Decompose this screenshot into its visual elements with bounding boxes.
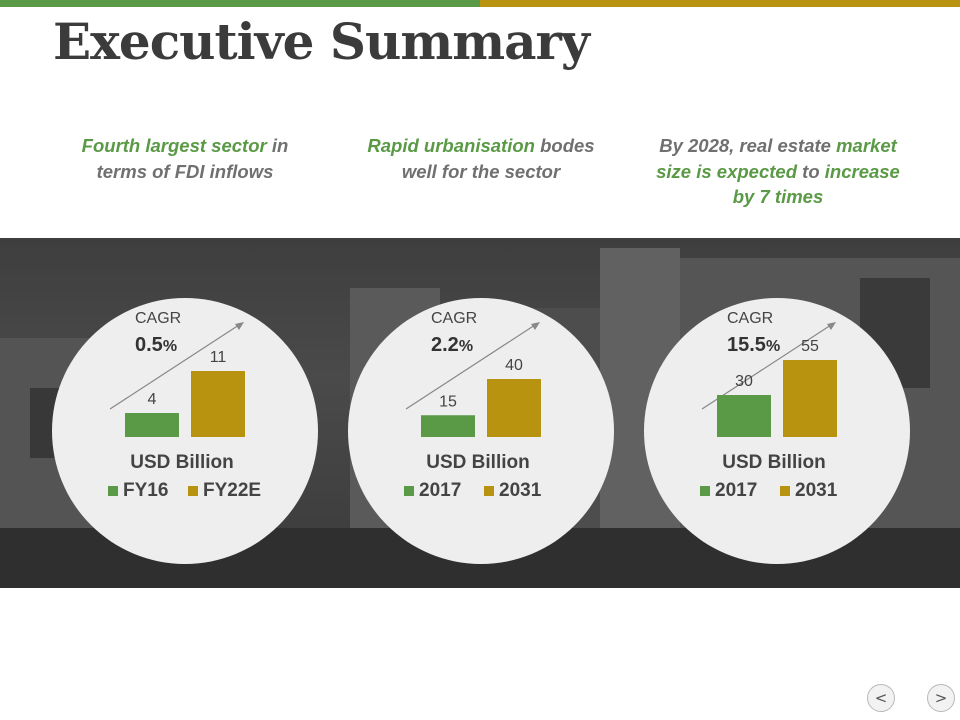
bar-value-label: 15 [439, 393, 457, 410]
heading-urbanisation: Rapid urbanisation bodes well for the se… [356, 133, 606, 184]
legend-swatch-0 [700, 486, 710, 496]
legend-label-1: 2031 [499, 480, 542, 501]
legend-swatch-1 [484, 486, 494, 496]
cagr-circle-market-size: CAGR 15.5% 30 55 USD Billion 2017 2031 [644, 298, 910, 564]
heading-segment: market size is expected [656, 135, 897, 182]
legend-label-1: FY22E [203, 480, 261, 501]
next-slide-button[interactable]: > [927, 684, 955, 712]
heading-segment: in terms of FDI inflows [96, 135, 289, 182]
cagr-number: 15.5 [727, 334, 766, 356]
bar-chart-urbanisation: CAGR 2.2% 15 40 USD Billion 2017 2031 [404, 310, 542, 501]
unit-label: USD Billion [130, 452, 233, 473]
cagr-value: 0.5% [135, 334, 177, 356]
growth-arrow-head [531, 322, 540, 330]
legend-swatch-1 [188, 486, 198, 496]
growth-arrow-line [405, 322, 539, 410]
heading-market-size: By 2028, real estate market size is expe… [653, 133, 903, 210]
cagr-percent-sign: % [459, 338, 473, 355]
bar-chart-fdi: CAGR 0.5% 4 11 USD Billion FY16 FY22E [108, 310, 261, 501]
cagr-label: CAGR [135, 310, 181, 327]
cagr-number: 0.5 [135, 334, 163, 356]
growth-arrow-line [701, 322, 835, 410]
cagr-percent-sign: % [163, 338, 177, 355]
bar-value-label: 11 [210, 349, 227, 366]
cagr-circle-urbanisation: CAGR 2.2% 15 40 USD Billion 2017 2031 [348, 298, 614, 564]
bar-0 [421, 415, 475, 437]
bar-value-label: 40 [505, 357, 523, 374]
heading-fdi: Fourth largest sector in terms of FDI in… [60, 133, 310, 184]
growth-arrow-head [827, 322, 836, 330]
bar-value-label: 30 [735, 373, 753, 390]
bar-0 [717, 395, 771, 437]
slide-title: Executive Summary [53, 12, 590, 71]
bar-chart-market-size: CAGR 15.5% 30 55 USD Billion 2017 2031 [700, 310, 838, 501]
bar-1 [783, 360, 837, 437]
unit-label: USD Billion [722, 452, 825, 473]
cagr-percent-sign: % [766, 338, 780, 355]
legend-swatch-0 [108, 486, 118, 496]
heading-segment: Fourth largest sector [81, 135, 267, 156]
legend-label-0: 2017 [715, 480, 757, 501]
legend-label-0: FY16 [123, 480, 168, 501]
top-accent-bar-green [0, 0, 480, 7]
legend-label-0: 2017 [419, 480, 461, 501]
cagr-label: CAGR [727, 310, 773, 327]
bar-0 [125, 413, 179, 437]
bar-value-label: 55 [801, 338, 819, 355]
legend-swatch-1 [780, 486, 790, 496]
unit-label: USD Billion [426, 452, 529, 473]
growth-arrow-head [235, 322, 244, 330]
top-accent-bar-gold [480, 0, 960, 7]
legend-swatch-0 [404, 486, 414, 496]
previous-slide-button[interactable]: < [867, 684, 895, 712]
cagr-value: 2.2% [431, 334, 473, 356]
legend-label-1: 2031 [795, 480, 838, 501]
heading-segment: increase by 7 times [732, 160, 900, 208]
heading-segment: bodes well for the sector [401, 135, 595, 182]
heading-segment: By 2028, real estate [659, 135, 837, 156]
cagr-value: 15.5% [727, 334, 780, 356]
growth-arrow-line [109, 322, 243, 410]
heading-segment: to [797, 160, 825, 182]
cagr-number: 2.2 [431, 334, 459, 356]
cagr-circle-fdi: CAGR 0.5% 4 11 USD Billion FY16 FY22E [52, 298, 318, 564]
bar-1 [191, 371, 245, 437]
bar-1 [487, 379, 541, 437]
heading-segment: Rapid urbanisation [367, 135, 535, 156]
bar-value-label: 4 [148, 391, 157, 408]
cagr-label: CAGR [431, 310, 477, 327]
